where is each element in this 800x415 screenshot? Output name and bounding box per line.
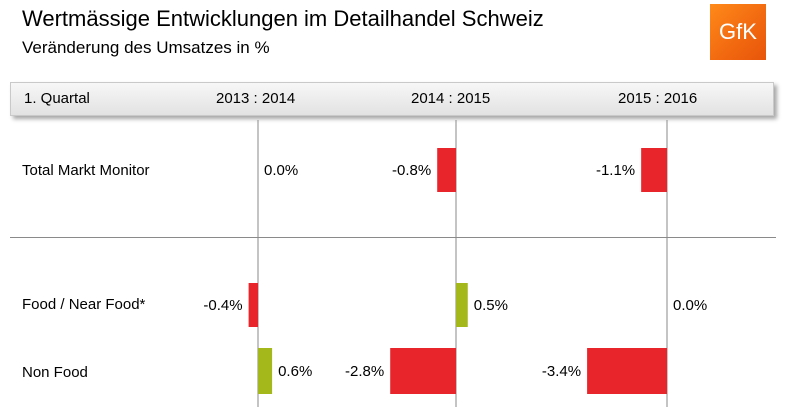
bar-2-3 [390,348,456,394]
value-label-3-2: 0.0% [673,297,707,314]
gfk-logo: GfK [710,4,766,60]
value-label-2-2: 0.5% [474,297,508,314]
category-label-total: Total Markt Monitor [22,162,150,179]
value-label-2-3: -2.8% [345,363,384,380]
header-bar [10,82,774,116]
chart-title: Wertmässige Entwicklungen im Detailhande… [22,6,544,31]
value-label-3-1: -1.1% [596,162,635,179]
bar-3-1 [641,148,667,192]
value-label-1-3: 0.6% [278,363,312,380]
header-quarter-label: 1. Quartal [24,90,90,107]
value-label-3-3: -3.4% [542,363,581,380]
bar-1-3 [258,348,273,394]
header-period-3: 2015 : 2016 [618,90,698,107]
header-period-2: 2014 : 2015 [411,90,491,107]
value-label-1-1: 0.0% [264,162,298,179]
bar-1-2 [248,283,258,327]
bar-2-1 [437,148,456,192]
category-label-food: Food / Near Food* [22,296,146,313]
value-label-1-2: -0.4% [203,297,242,314]
category-label-nonfood: Non Food [22,364,88,381]
value-label-2-1: -0.8% [392,162,431,179]
chart-subtitle: Veränderung des Umsatzes in % [22,38,270,57]
bar-2-2 [456,283,468,327]
header-period-1: 2013 : 2014 [216,90,296,107]
section-divider [10,237,776,238]
bar-3-3 [587,348,667,394]
